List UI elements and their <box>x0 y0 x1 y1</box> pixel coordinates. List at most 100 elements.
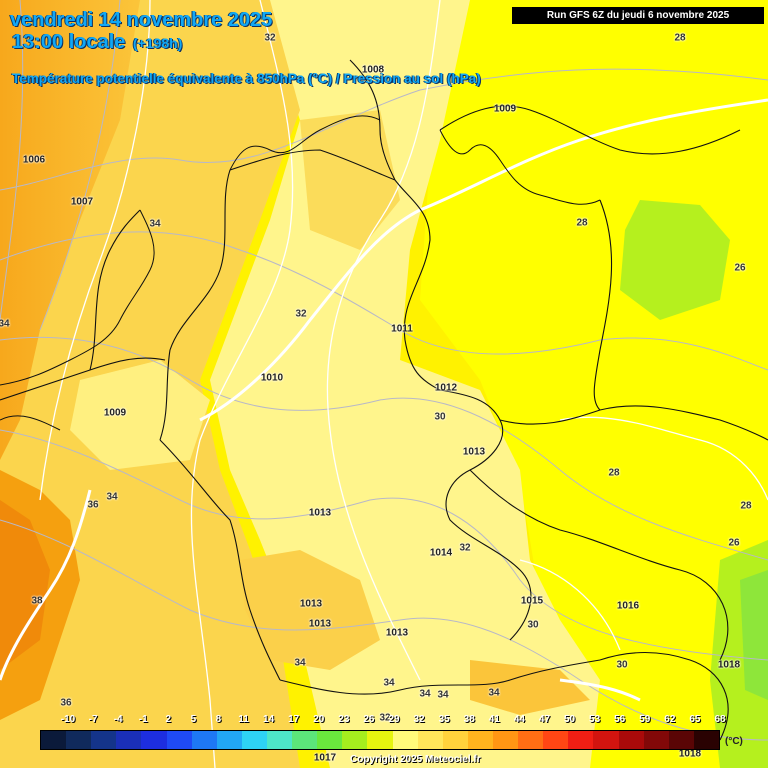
coastlines <box>0 115 601 431</box>
color-swatch <box>166 731 192 749</box>
color-swatch <box>492 731 519 749</box>
pressure-label: 1013 <box>462 446 486 458</box>
isotherm-label: 30 <box>616 659 628 671</box>
color-swatch <box>292 731 318 749</box>
color-swatch <box>266 731 293 749</box>
color-swatch <box>417 731 443 749</box>
color-scale-tick: 8 <box>215 714 222 725</box>
color-scale-unit: (°C) <box>725 736 743 747</box>
isotherm-label: 34 <box>419 688 431 700</box>
pressure-label: 1018 <box>678 748 702 760</box>
forecast-time: 13:00 locale (+198h) <box>12 31 182 54</box>
color-swatch <box>317 731 343 749</box>
isotherm-label: 28 <box>576 217 588 229</box>
color-swatch <box>367 731 393 749</box>
field-hot-orange <box>0 500 50 670</box>
field-green-east <box>620 200 730 320</box>
color-swatch <box>116 731 142 749</box>
field-patch-south <box>240 550 380 670</box>
color-scale-tick: 44 <box>513 714 525 725</box>
color-scale-tick: 2 <box>165 714 172 725</box>
copyright: Copyright 2025 Meteociel.fr <box>350 754 481 765</box>
color-swatch <box>467 731 493 749</box>
pressure-label: 1013 <box>308 507 332 519</box>
isotherm-label: 28 <box>674 32 686 44</box>
pressure-label: 1008 <box>361 64 385 76</box>
color-scale-tick: 14 <box>263 714 275 725</box>
color-scale-tick: 29 <box>388 714 400 725</box>
color-scale-tick: 20 <box>313 714 325 725</box>
color-swatch <box>191 731 217 749</box>
isotherm-label: 28 <box>608 467 620 479</box>
color-scale-tick: 53 <box>589 714 601 725</box>
color-swatch <box>543 731 569 749</box>
field-patch-north <box>300 110 400 250</box>
isotherm-label: 36 <box>87 499 99 511</box>
isotherm-label: 32 <box>295 308 307 320</box>
color-scale-tick: 68 <box>714 714 726 725</box>
color-scale: -10 -7 -4 -1 2 5 8 11 14 17 20 23 26 29 32 35 38 41 44 47 50… <box>40 712 743 752</box>
color-swatch <box>518 731 544 749</box>
color-scale-tick: 38 <box>463 714 475 725</box>
color-swatch <box>693 731 719 749</box>
isotherm-label: 30 <box>434 411 446 423</box>
isotherm-label: 34 <box>294 657 306 669</box>
color-swatch <box>91 731 117 749</box>
color-swatch <box>643 731 669 749</box>
color-swatch <box>442 731 468 749</box>
color-scale-tick: -4 <box>113 714 123 725</box>
color-scale-tick: 41 <box>488 714 500 725</box>
pressure-label: 1018 <box>717 659 741 671</box>
color-scale-tick: 17 <box>288 714 300 725</box>
run-banner: Run GFS 6Z du jeudi 6 novembre 2025 <box>512 7 764 24</box>
color-scale-tick: 50 <box>563 714 576 725</box>
country-borders <box>0 59 768 741</box>
color-scale-tick: -10 <box>60 714 76 725</box>
isotherm-label: 30 <box>527 619 539 631</box>
isotherm-label: 34 <box>106 491 118 503</box>
parameter-title: Température potentielle équivalente à 85… <box>12 71 481 86</box>
color-scale-tick: 59 <box>639 714 651 725</box>
isobar-lines <box>0 0 768 741</box>
isotherm-lines <box>39 0 768 768</box>
isotherm-label: 32 <box>459 542 471 554</box>
color-scale-bar <box>40 730 720 750</box>
color-swatch <box>241 731 267 749</box>
isotherm-label: 36 <box>60 697 72 709</box>
isotherm-label: 32 <box>379 712 391 724</box>
field-patch-belgium <box>70 360 210 470</box>
pressure-label: 1013 <box>299 598 323 610</box>
color-scale-tick: -1 <box>138 714 148 725</box>
color-swatch <box>141 731 167 749</box>
color-swatch <box>392 731 418 749</box>
pressure-label: 1012 <box>434 382 458 394</box>
pressure-label: 1009 <box>493 103 517 115</box>
color-scale-tick: 62 <box>664 714 676 725</box>
color-swatch <box>342 731 368 749</box>
pressure-label: 1013 <box>385 627 409 639</box>
color-scale-ticks: -10 -7 -4 -1 2 5 8 11 14 17 20 23 26 29 32 35 38 41 44 47 50… <box>40 712 726 730</box>
isotherm-label: 34 <box>383 677 395 689</box>
color-swatch <box>66 731 92 749</box>
color-scale-tick: 26 <box>363 714 375 725</box>
field-patch-alps <box>470 660 590 715</box>
pressure-label: 1017 <box>313 752 337 764</box>
color-scale-tick: 56 <box>614 714 626 725</box>
color-scale-tick: 11 <box>238 714 249 725</box>
color-swatch <box>41 731 67 749</box>
color-scale-tick: 32 <box>413 714 425 725</box>
color-scale-tick: 35 <box>438 714 450 725</box>
color-swatch <box>668 731 694 749</box>
color-scale-tick: 47 <box>538 714 551 725</box>
pressure-label: 1011 <box>391 323 413 335</box>
color-swatch <box>593 731 619 749</box>
pressure-label: 1016 <box>616 600 640 612</box>
color-scale-tick: -7 <box>88 714 98 725</box>
isotherm-label: 32 <box>264 32 276 44</box>
color-scale-tick: 5 <box>190 714 197 725</box>
forecast-lead: (+198h) <box>132 35 183 51</box>
field-green-deep <box>740 570 768 700</box>
pressure-label: 1015 <box>520 595 544 607</box>
